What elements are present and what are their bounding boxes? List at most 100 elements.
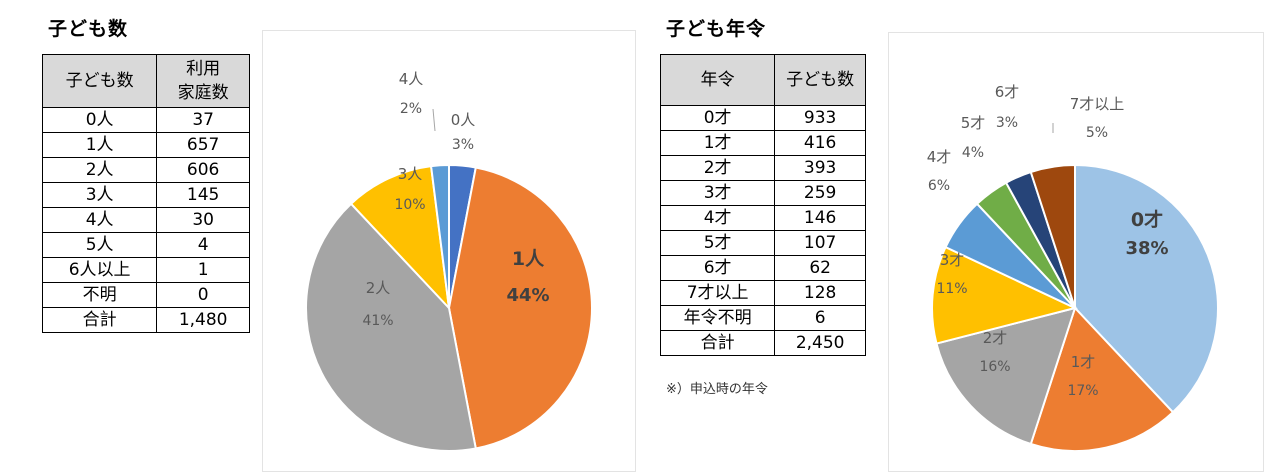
table-row: 1才 416	[659, 130, 866, 156]
children-count-pie-chart: 0人 3% 1人 44% 2人 41% 3人 10% 4人 2%	[305, 70, 593, 452]
category-label: 7才以上	[1070, 95, 1125, 113]
row-label-cell: 6才	[659, 255, 776, 281]
row-label-cell: 年令不明	[659, 305, 776, 331]
percent-label: 6%	[928, 178, 950, 194]
category-label: 6才	[995, 83, 1020, 101]
pie-slice	[931, 245, 1078, 345]
category-label: 1才	[1071, 353, 1096, 371]
row-label-cell: 6人以上	[41, 257, 158, 283]
table-row: 5才 107	[659, 230, 866, 256]
row-label-cell: 1才	[659, 130, 776, 156]
row-label-cell: 7才以上	[659, 280, 776, 306]
row-value-cell: 657	[156, 132, 250, 158]
table-row: 4人 30	[41, 207, 250, 233]
pie-slice	[447, 166, 593, 450]
table-row: 0人 37	[41, 107, 250, 133]
table-row: 合計 1,480	[41, 307, 250, 333]
category-label: 3人	[398, 165, 423, 183]
row-value-cell: 393	[774, 155, 866, 181]
percent-label: 5%	[1086, 125, 1108, 141]
row-label-cell: 0人	[41, 107, 158, 133]
category-label: 2才	[983, 329, 1008, 347]
table-row: 1人 657	[41, 132, 250, 158]
table-row: 3人 145	[41, 182, 250, 208]
header-line-2: 家庭数	[177, 83, 229, 103]
table-header-cell: 年令	[659, 54, 776, 106]
row-value-cell: 37	[156, 107, 250, 133]
leader-line	[432, 108, 436, 132]
row-value-cell: 0	[156, 282, 250, 308]
category-label: 0人	[451, 111, 476, 129]
table-row: 合計 2,450	[659, 330, 866, 356]
row-value-cell: 933	[774, 105, 866, 131]
percent-label: 41%	[362, 313, 393, 329]
category-label: 4才	[927, 148, 952, 166]
row-label-cell: 4才	[659, 205, 776, 231]
table-row: 不明 0	[41, 282, 250, 308]
row-label-cell: 合計	[659, 330, 776, 356]
pie-slice	[305, 202, 477, 452]
row-value-cell: 2,450	[774, 330, 866, 356]
percent-label: 44%	[506, 285, 549, 306]
row-label-cell: 不明	[41, 282, 158, 308]
age-note: ※）申込時の年令	[666, 382, 768, 397]
row-label-cell: 4人	[41, 207, 158, 233]
percent-label: 3%	[996, 115, 1018, 131]
row-label-cell: 2人	[41, 157, 158, 183]
row-value-cell: 416	[774, 130, 866, 156]
pie-slice	[429, 163, 450, 309]
percent-label: 11%	[936, 281, 967, 297]
pie-slice	[935, 306, 1077, 446]
table-row: 0才 933	[659, 105, 866, 131]
percent-label: 38%	[1125, 238, 1168, 259]
pie-slice	[1029, 163, 1076, 309]
table-header-cell: 利用 家庭数	[156, 54, 250, 108]
table-row: 3才 259	[659, 180, 866, 206]
table-row: 2人 606	[41, 157, 250, 183]
pie-slice	[1029, 306, 1175, 452]
row-value-cell: 128	[774, 280, 866, 306]
table-row: 6人以上 1	[41, 257, 250, 283]
category-label: 5才	[961, 114, 986, 132]
percent-label: 3%	[452, 137, 474, 153]
pie-slice	[349, 165, 451, 311]
category-label: 1人	[512, 248, 545, 270]
category-label: 2人	[366, 279, 391, 297]
table-header-row: 年令 子ども数	[659, 54, 866, 106]
row-label-cell: 3才	[659, 180, 776, 206]
row-value-cell: 30	[156, 207, 250, 233]
children-age-pie-frame: 0才 38% 1才 17% 2才 16% 3才 11% 4才 6% 5才 4% 6才 3% 7才以上 5%	[888, 32, 1264, 472]
pie-slice	[1074, 163, 1219, 414]
row-label-cell: 2才	[659, 155, 776, 181]
children-count-table: 子ども数 利用 家庭数 0人 37 1人 657 2人 606 3人 145 4人 30 5人 4 6人…	[41, 54, 250, 333]
children-age-pie-chart: 0才 38% 1才 17% 2才 16% 3才 11% 4才 6% 5才 4% 6才 3% 7才以上 5%	[927, 83, 1219, 452]
row-label-cell: 3人	[41, 182, 158, 208]
percent-label: 4%	[962, 145, 984, 161]
table-row: 7才以上 128	[659, 280, 866, 306]
row-value-cell: 6	[774, 305, 866, 331]
row-value-cell: 145	[156, 182, 250, 208]
percent-label: 10%	[394, 197, 425, 213]
table-header-cell: 子ども数	[774, 54, 866, 106]
row-value-cell: 4	[156, 232, 250, 258]
table-header-cell: 子ども数	[41, 54, 158, 108]
row-value-cell: 107	[774, 230, 866, 256]
children-age-title: 子ども年令	[666, 18, 767, 40]
row-value-cell: 259	[774, 180, 866, 206]
row-label-cell: 5人	[41, 232, 158, 258]
children-age-table: 年令 子ども数 0才 933 1才 416 2才 393 3才 259 4才 146 5才 107 6才…	[659, 54, 866, 356]
table-row: 年令不明 6	[659, 305, 866, 331]
row-value-cell: 62	[774, 255, 866, 281]
category-label: 3才	[940, 251, 965, 269]
row-label-cell: 合計	[41, 307, 158, 333]
category-label: 4人	[399, 70, 424, 88]
table-row: 5人 4	[41, 232, 250, 258]
table-row: 2才 393	[659, 155, 866, 181]
percent-label: 16%	[979, 359, 1010, 375]
row-value-cell: 146	[774, 205, 866, 231]
children-count-pie-frame: 0人 3% 1人 44% 2人 41% 3人 10% 4人 2%	[262, 30, 636, 472]
table-row: 4才 146	[659, 205, 866, 231]
table-header-row: 子ども数 利用 家庭数	[41, 54, 250, 108]
row-label-cell: 1人	[41, 132, 158, 158]
row-label-cell: 5才	[659, 230, 776, 256]
